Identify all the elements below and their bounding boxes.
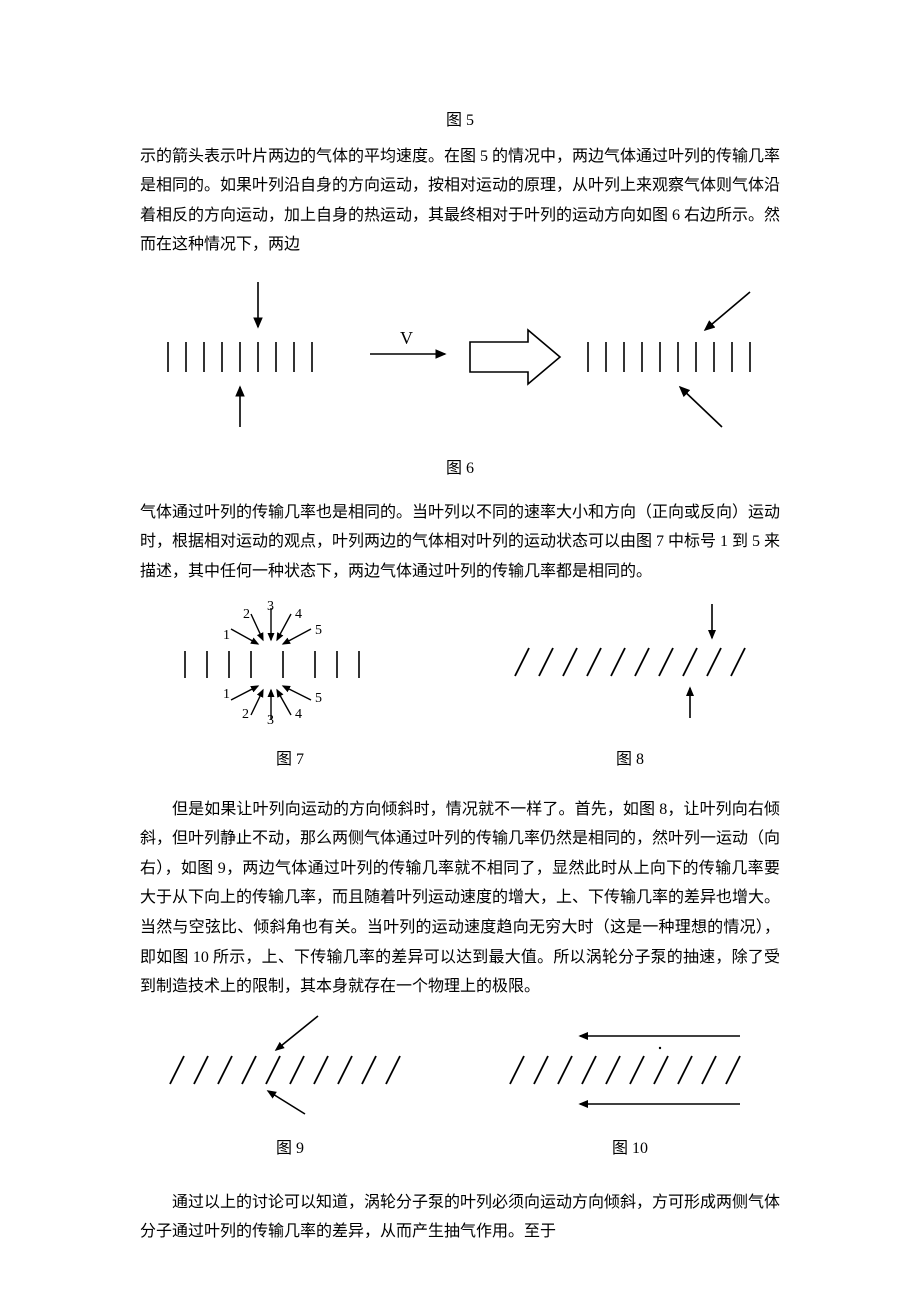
figure-row-7-8: 1 2 3 4 5 1 2 3 4 5 图 7	[140, 596, 780, 780]
figure-6: V	[140, 272, 780, 442]
figure-5-label: 图 5	[140, 106, 780, 136]
figure-10-label: 图 10	[480, 1134, 780, 1164]
svg-text:3: 3	[267, 713, 274, 726]
paragraph-2: 气体通过叶列的传输几率也是相同的。当叶列以不同的速率大小和方向（正向或反向）运动…	[140, 498, 780, 587]
paragraph-1: 示的箭头表示叶片两边的气体的平均速度。在图 5 的情况中，两边气体通过叶列的传输…	[140, 142, 780, 260]
figure-7: 1 2 3 4 5 1 2 3 4 5 图 7	[140, 596, 440, 780]
figure-8-label: 图 8	[480, 745, 780, 775]
svg-text:1: 1	[223, 687, 230, 702]
paragraph-4: 通过以上的讨论可以知道，涡轮分子泵的叶列必须向运动方向倾斜，方可形成两侧气体分子…	[140, 1188, 780, 1247]
svg-text:5: 5	[315, 623, 322, 638]
svg-text:3: 3	[267, 599, 274, 614]
svg-text:5: 5	[315, 691, 322, 706]
svg-text:4: 4	[295, 707, 302, 722]
svg-text:2: 2	[243, 607, 250, 622]
figure-9-label: 图 9	[140, 1134, 440, 1164]
svg-text:4: 4	[295, 607, 302, 622]
figure-9: 图 9	[140, 1006, 440, 1170]
svg-text:2: 2	[242, 707, 249, 722]
figure-6-label: 图 6	[140, 454, 780, 484]
figure-8: 图 8	[480, 596, 780, 780]
velocity-label: V	[400, 328, 413, 348]
svg-text:1: 1	[223, 628, 230, 643]
figure-7-label: 图 7	[140, 745, 440, 775]
figure-row-9-10: 图 9	[140, 1006, 780, 1170]
figure-10: 图 10	[480, 1006, 780, 1170]
paragraph-3: 但是如果让叶列向运动的方向倾斜时，情况就不一样了。首先，如图 8，让叶列向右倾斜…	[140, 795, 780, 1002]
page-content: 图 5 示的箭头表示叶片两边的气体的平均速度。在图 5 的情况中，两边气体通过叶…	[140, 106, 780, 1247]
